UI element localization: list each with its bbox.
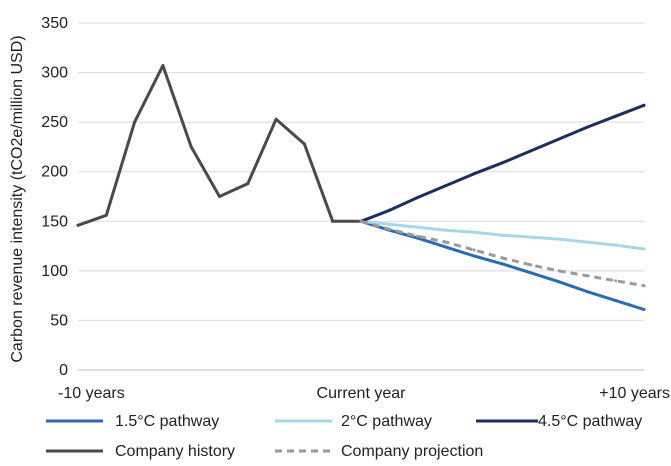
data-point xyxy=(444,228,448,232)
y-tick-label: 100 xyxy=(41,263,68,280)
data-point xyxy=(472,230,476,234)
data-point xyxy=(642,103,646,107)
y-tick-label: 350 xyxy=(41,15,68,32)
data-point xyxy=(557,237,561,241)
y-tick-label: 250 xyxy=(41,114,68,131)
data-point xyxy=(189,145,193,149)
data-point xyxy=(416,196,420,199)
data-point xyxy=(557,280,561,284)
data-point xyxy=(444,184,448,188)
data-point xyxy=(642,247,646,251)
legend-label: 2°C pathway xyxy=(341,413,432,430)
data-point xyxy=(246,182,250,186)
x-tick-label: Current year xyxy=(317,385,407,402)
data-point xyxy=(529,149,533,153)
data-point xyxy=(302,142,306,146)
y-axis-label: Carbon revenue intensity (tCO2e/million … xyxy=(9,35,26,362)
data-point xyxy=(585,125,589,129)
data-point xyxy=(585,274,589,278)
data-point xyxy=(557,137,561,141)
x-tick-label: -10 years xyxy=(58,385,125,402)
series-line-4 xyxy=(360,219,645,288)
data-point xyxy=(416,234,420,238)
data-point xyxy=(529,235,533,239)
x-tick-label: +10 years xyxy=(599,385,670,402)
data-point xyxy=(501,233,504,237)
data-point xyxy=(444,240,448,244)
y-tick-label: 200 xyxy=(41,164,68,181)
data-point xyxy=(501,256,504,260)
y-tick-label: 0 xyxy=(59,362,68,379)
data-point xyxy=(104,213,108,217)
data-point xyxy=(387,208,391,212)
data-point xyxy=(76,223,80,227)
data-point xyxy=(387,222,391,226)
legend-label: Company projection xyxy=(341,443,483,460)
gridlines xyxy=(78,22,644,371)
data-point xyxy=(614,114,618,118)
data-point xyxy=(161,64,165,68)
series-line-3 xyxy=(76,64,363,227)
data-point xyxy=(133,120,137,124)
data-point xyxy=(501,161,504,165)
data-point xyxy=(557,269,561,273)
x-axis-ticks: -10 years Current year +10 years xyxy=(58,385,670,402)
data-point xyxy=(614,279,618,283)
data-point xyxy=(472,172,476,176)
legend-label: 1.5°C pathway xyxy=(115,413,219,430)
data-point xyxy=(359,219,363,223)
data-point xyxy=(387,227,391,231)
y-axis-ticks: 0 50 100 150 200 250 300 350 xyxy=(41,15,68,379)
y-tick-label: 300 xyxy=(41,65,68,82)
data-point xyxy=(529,271,533,275)
data-point xyxy=(472,254,476,258)
data-point xyxy=(472,248,476,252)
data-point xyxy=(642,284,646,288)
legend-label: 4.5°C pathway xyxy=(538,413,642,430)
data-point xyxy=(416,225,420,229)
data-point xyxy=(501,262,504,266)
data-point xyxy=(444,245,448,249)
data-point xyxy=(529,263,533,267)
data-point xyxy=(218,195,221,198)
data-point xyxy=(614,243,618,247)
data-point xyxy=(614,299,618,303)
data-point xyxy=(585,240,589,244)
y-tick-label: 150 xyxy=(41,213,68,230)
series-lines xyxy=(76,64,646,311)
data-point xyxy=(274,117,278,121)
data-point xyxy=(585,290,589,294)
y-tick-label: 50 xyxy=(50,312,68,329)
legend: 1.5°C pathway 2°C pathway 4.5°C pathway Com… xyxy=(46,413,642,460)
legend-label: Company history xyxy=(115,443,235,460)
data-point xyxy=(331,219,335,223)
data-point xyxy=(642,308,646,311)
